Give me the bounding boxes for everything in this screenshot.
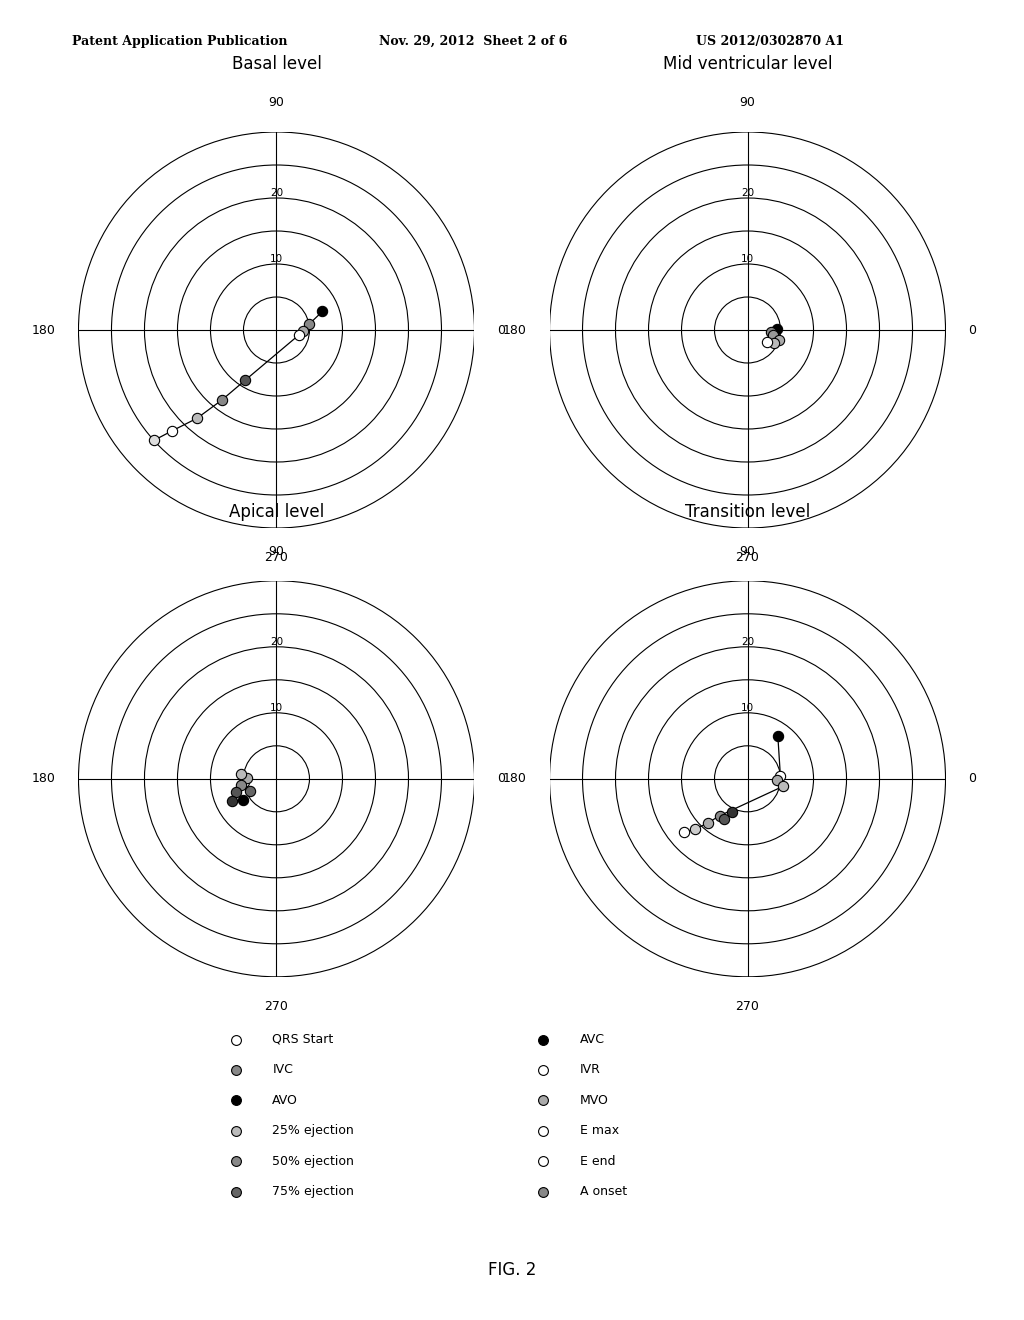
Text: 90: 90: [739, 96, 756, 110]
Point: [213, 389, 229, 411]
Text: IVC: IVC: [272, 1064, 293, 1077]
Text: AVO: AVO: [272, 1094, 298, 1107]
Point: [699, 812, 716, 833]
Text: 0: 0: [969, 323, 977, 337]
Text: 10: 10: [270, 253, 283, 264]
Point: [164, 420, 180, 441]
Text: 20: 20: [270, 636, 283, 647]
Point: [236, 789, 252, 810]
Point: [242, 781, 258, 803]
Text: E max: E max: [580, 1125, 618, 1138]
Point: [783, 516, 800, 537]
Text: MVO: MVO: [580, 1094, 608, 1107]
Text: 90: 90: [268, 96, 285, 110]
Point: [759, 331, 775, 352]
Text: 10: 10: [741, 253, 754, 264]
Point: [765, 325, 781, 346]
Text: 50% ejection: 50% ejection: [272, 1155, 354, 1168]
Point: [314, 301, 331, 322]
Text: 20: 20: [741, 187, 754, 198]
Point: [769, 770, 785, 791]
Point: [769, 318, 785, 339]
Point: [237, 370, 253, 391]
Text: Nov. 29, 2012  Sheet 2 of 6: Nov. 29, 2012 Sheet 2 of 6: [379, 34, 567, 48]
Point: [295, 321, 311, 342]
Point: [771, 330, 787, 351]
Point: [232, 775, 249, 796]
Text: 0: 0: [969, 772, 977, 785]
Point: [772, 766, 788, 787]
Point: [770, 725, 786, 746]
Text: IVR: IVR: [580, 1064, 600, 1077]
Text: 180: 180: [32, 772, 55, 785]
Text: 90: 90: [739, 545, 756, 557]
Text: 10: 10: [741, 702, 754, 713]
Text: 20: 20: [741, 636, 754, 647]
Point: [783, 792, 800, 813]
Text: Mid ventricular level: Mid ventricular level: [663, 54, 833, 73]
Point: [724, 801, 740, 822]
Point: [712, 805, 728, 826]
Text: FIG. 2: FIG. 2: [487, 1261, 537, 1279]
Text: 75% ejection: 75% ejection: [272, 1185, 354, 1199]
Text: 25% ejection: 25% ejection: [272, 1125, 354, 1138]
Point: [291, 325, 307, 346]
Point: [783, 239, 800, 260]
Point: [236, 771, 252, 792]
Text: E end: E end: [580, 1155, 615, 1168]
Point: [188, 408, 205, 429]
Text: 0: 0: [498, 772, 506, 785]
Point: [227, 781, 244, 803]
Point: [687, 818, 703, 840]
Text: 0: 0: [498, 323, 506, 337]
Point: [716, 808, 732, 829]
Text: Transition level: Transition level: [685, 503, 810, 521]
Point: [232, 763, 249, 784]
Point: [676, 821, 692, 842]
Text: 270: 270: [735, 552, 760, 564]
Text: Apical level: Apical level: [228, 503, 325, 521]
Text: 180: 180: [503, 772, 526, 785]
Text: QRS Start: QRS Start: [272, 1034, 334, 1045]
Point: [766, 333, 782, 354]
Text: 20: 20: [270, 187, 283, 198]
Text: Patent Application Publication: Patent Application Publication: [72, 34, 287, 48]
Text: 180: 180: [503, 323, 526, 337]
Point: [301, 314, 317, 335]
Point: [775, 776, 792, 797]
Point: [224, 791, 241, 812]
Text: 10: 10: [270, 702, 283, 713]
Text: 90: 90: [268, 545, 285, 557]
Point: [239, 767, 255, 788]
Text: Basal level: Basal level: [231, 54, 322, 73]
Text: 270: 270: [264, 552, 289, 564]
Text: 270: 270: [735, 1001, 760, 1012]
Text: 180: 180: [32, 323, 55, 337]
Text: AVC: AVC: [580, 1034, 604, 1045]
Point: [762, 322, 778, 343]
Point: [145, 430, 162, 451]
Text: A onset: A onset: [580, 1185, 627, 1199]
Text: 270: 270: [264, 1001, 289, 1012]
Text: US 2012/0302870 A1: US 2012/0302870 A1: [696, 34, 845, 48]
